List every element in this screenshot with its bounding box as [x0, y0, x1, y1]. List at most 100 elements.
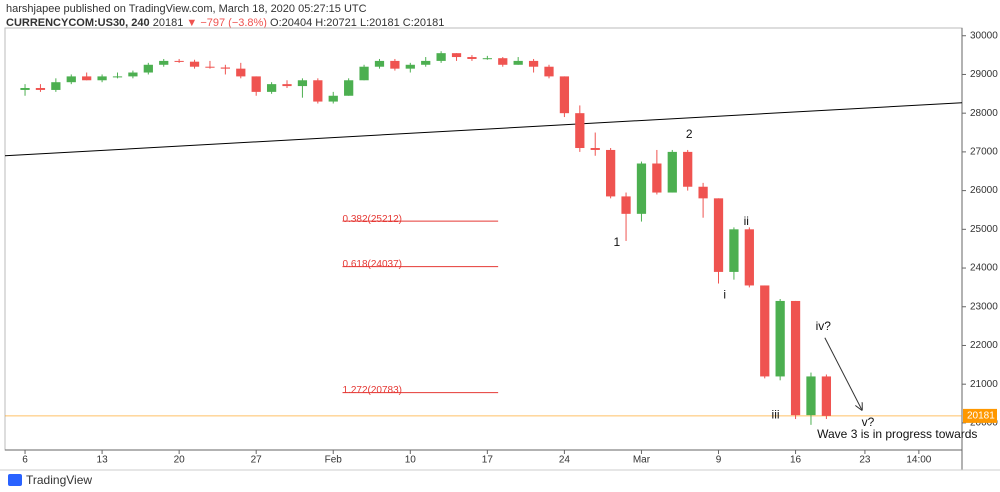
candle-body: [775, 300, 785, 377]
candle-body: [205, 66, 215, 68]
x-tick-label: Mar: [633, 455, 651, 466]
candle-body: [806, 376, 816, 416]
y-tick-label: 30000: [970, 30, 998, 41]
candle-body: [297, 80, 308, 87]
fib-label: 1.272(20783): [342, 385, 402, 396]
wave-label: 1: [613, 235, 620, 249]
y-tick-label: 29000: [970, 69, 998, 80]
fib-label: 0.382(25212): [342, 214, 402, 225]
candle-body: [266, 84, 277, 92]
wave-label: iii: [772, 407, 780, 421]
candle-body: [189, 61, 200, 67]
plot-frame: [4, 27, 963, 451]
wave-label: ii: [744, 214, 749, 228]
candle-body: [328, 95, 338, 102]
candle-body: [374, 60, 385, 67]
trendline: [4, 102, 963, 157]
candle-body: [35, 88, 46, 90]
tv-logo: [8, 474, 22, 486]
candle-body: [713, 198, 724, 272]
wave-label: v?: [862, 415, 875, 429]
candle-body: [790, 300, 801, 416]
candle-body: [97, 76, 107, 81]
candle-body: [282, 84, 292, 87]
candle-body: [667, 151, 677, 193]
candle-body: [421, 60, 431, 65]
candle-body: [128, 72, 138, 77]
candle-body: [698, 186, 708, 199]
candle-body: [436, 53, 446, 61]
candle-body: [606, 149, 616, 197]
x-tick-label: 17: [482, 455, 494, 466]
candle-body: [821, 376, 832, 416]
candle-body: [405, 64, 415, 69]
y-tick-label: 21000: [970, 379, 998, 390]
header-line: harshjapee published on TradingView.com,…: [6, 3, 367, 15]
candle-body: [559, 76, 570, 114]
candle-body: [528, 60, 539, 67]
wave-label: i: [723, 287, 726, 301]
y-tick-label: 26000: [970, 185, 998, 196]
brand: TradingView: [26, 473, 92, 487]
candle-body: [112, 76, 123, 78]
wave-label: Wave 3 is in progress towards: [817, 427, 977, 441]
last: 20181: [152, 17, 184, 29]
candle-body: [174, 60, 184, 62]
candle-body: [621, 196, 631, 214]
candle-body: [451, 53, 462, 58]
candle-body: [344, 80, 354, 96]
candle-body: [66, 76, 76, 83]
ohlc: O:20404 H:20721 L:20181 C:20181: [270, 17, 445, 29]
y-tick-label: 23000: [970, 301, 998, 312]
x-tick-label: 23: [859, 455, 871, 466]
symbol-line: CURRENCYCOM:US30, 240 20181 ▼ −797 (−3.8…: [6, 17, 444, 29]
candle-body: [636, 163, 647, 214]
x-tick-label: 24: [559, 455, 571, 466]
x-tick-label: 9: [716, 455, 722, 466]
candle-body: [575, 113, 585, 149]
candle-body: [760, 285, 770, 377]
candle-body: [236, 68, 246, 77]
candle-body: [390, 60, 400, 69]
candle-body: [683, 151, 693, 187]
y-tick-label: 27000: [970, 147, 998, 158]
candle-body: [482, 58, 492, 60]
candle-body: [143, 64, 153, 73]
candle-body: [729, 229, 739, 272]
candle-body: [652, 163, 662, 193]
y-tick-label: 24000: [970, 263, 998, 274]
x-tick-label: 13: [97, 455, 109, 466]
candle-body: [251, 76, 261, 92]
y-tick-label: 20000: [970, 418, 998, 429]
x-tick-label: 10: [405, 455, 417, 466]
x-tick-label: Feb: [325, 455, 343, 466]
y-tick-label: 22000: [970, 340, 998, 351]
candle-body: [590, 148, 600, 150]
candle-body: [82, 76, 92, 81]
candle-body: [313, 80, 323, 102]
candle-body: [359, 66, 369, 81]
x-tick-label: 20: [174, 455, 186, 466]
change: ▼ −797 (−3.8%): [186, 17, 267, 29]
x-tick-label: 14:00: [906, 455, 931, 466]
candle-body: [544, 66, 554, 77]
candle-body: [744, 229, 754, 286]
candle-body: [159, 60, 169, 65]
candle-body: [220, 67, 230, 69]
candle-body: [513, 60, 523, 65]
last-price-label: 20181: [967, 411, 995, 422]
arrow: [824, 337, 862, 410]
wave-label: iv?: [816, 319, 832, 333]
symbol: CURRENCYCOM:US30, 240: [6, 17, 150, 29]
fib-label: 0.618(24037): [342, 259, 402, 270]
x-tick-label: 16: [790, 455, 802, 466]
x-tick-label: 6: [22, 455, 28, 466]
candle-body: [20, 88, 30, 90]
wave-label: 2: [686, 127, 693, 141]
candle-body: [467, 57, 477, 59]
y-tick-label: 25000: [970, 224, 998, 235]
candle-body: [51, 82, 61, 90]
y-tick-label: 28000: [970, 108, 998, 119]
